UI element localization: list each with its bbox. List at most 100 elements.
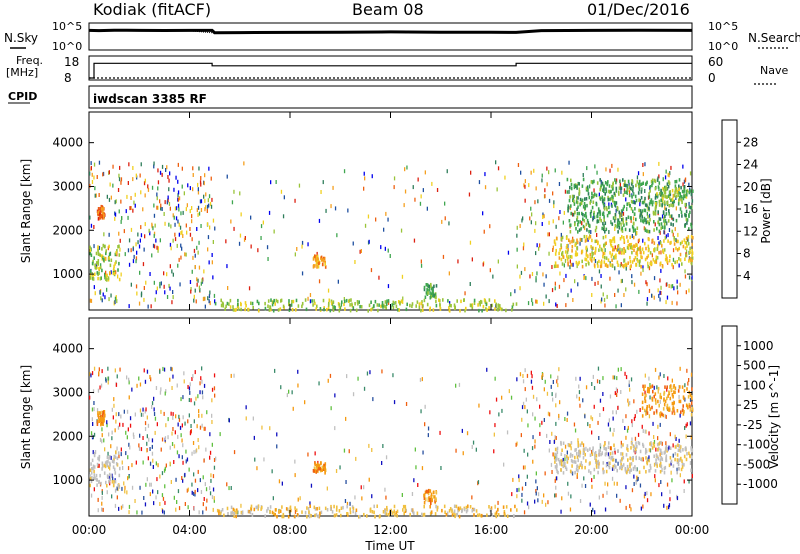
region-6-mark	[578, 211, 580, 216]
scatter-mark	[563, 210, 565, 215]
scatter-mark	[135, 256, 138, 261]
region-0-mark	[113, 467, 116, 472]
scatter-mark	[134, 192, 136, 197]
region-6-mark	[635, 217, 637, 222]
region-5-mark	[660, 464, 663, 469]
scatter-mark	[510, 292, 512, 297]
region-6-mark	[640, 211, 643, 215]
region-5-mark	[597, 465, 600, 469]
scatter-mark	[184, 252, 186, 257]
scatter-mark	[177, 489, 180, 494]
region-5-mark	[600, 452, 602, 457]
scatter-mark	[524, 184, 526, 189]
scatter-mark	[590, 415, 592, 420]
region-5-mark	[584, 257, 586, 261]
region-5-mark	[658, 250, 660, 255]
freq-series-group	[89, 62, 692, 79]
region-5-mark	[571, 255, 573, 259]
scatter-mark	[243, 237, 246, 242]
noise-panel: N.Sky N.Search 10^5 10^0 10^5 10^0	[4, 20, 800, 53]
scatter-mark	[686, 368, 688, 373]
scatter-mark	[364, 223, 367, 228]
scatter-mark	[539, 243, 541, 248]
region-6-mark	[618, 220, 621, 225]
scatter-mark	[149, 272, 151, 276]
scatter-mark	[204, 173, 206, 178]
scatter-mark	[118, 454, 120, 459]
region-2-mark	[240, 510, 243, 515]
region-5-mark	[660, 440, 662, 445]
region-5-mark	[633, 445, 635, 449]
scatter-mark	[620, 222, 622, 227]
scatter-mark	[120, 219, 122, 224]
scatter-mark	[654, 474, 656, 479]
region-6-mark	[686, 218, 689, 222]
scatter-mark	[553, 439, 555, 444]
scatter-mark	[282, 214, 285, 219]
scatter-mark	[678, 438, 680, 443]
region-5-mark	[585, 459, 587, 463]
scatter-mark	[660, 268, 662, 273]
region-6-mark	[651, 384, 654, 388]
scatter-mark	[653, 462, 656, 467]
region-6-mark	[577, 230, 579, 234]
region-6-mark	[609, 210, 611, 215]
region-6-mark	[641, 209, 644, 213]
scatter-mark	[653, 295, 655, 300]
region-2-mark	[406, 302, 408, 307]
scatter-mark	[291, 390, 293, 395]
region-4-mark	[431, 498, 433, 503]
region-2-mark	[435, 303, 438, 308]
region-2-mark	[410, 508, 413, 512]
region-5-mark	[688, 259, 690, 263]
region-5-mark	[622, 236, 625, 240]
scatter-mark	[101, 501, 103, 506]
nsearch-label: N.Search	[748, 31, 800, 45]
region-2-mark	[495, 514, 498, 519]
scatter-mark	[523, 183, 525, 188]
scatter-mark	[120, 414, 122, 419]
scatter-mark	[663, 230, 665, 235]
region-2-mark	[275, 298, 278, 303]
scatter-mark	[118, 177, 121, 182]
scatter-mark	[131, 485, 134, 490]
region-5-mark	[635, 445, 638, 449]
region-5-mark	[623, 258, 626, 262]
cpid-value: iwdscan 3385 RF	[93, 92, 207, 106]
scatter-mark	[155, 386, 158, 390]
scatter-mark	[678, 263, 680, 268]
scatter-mark	[205, 506, 207, 511]
scatter-mark	[153, 231, 156, 236]
scatter-mark	[537, 199, 539, 204]
scatter-mark	[431, 181, 433, 186]
region-2-mark	[463, 298, 465, 302]
scatter-mark	[662, 177, 664, 182]
x-tick-label-3: 12:00	[373, 523, 408, 537]
scatter-mark	[212, 275, 214, 280]
region-6-mark	[670, 384, 672, 388]
region-2-mark	[326, 307, 328, 312]
scatter-mark	[150, 482, 152, 487]
region-5-mark	[603, 260, 606, 264]
scatter-mark	[142, 412, 144, 417]
region-2-mark	[232, 308, 235, 312]
scatter-mark	[475, 447, 477, 452]
region-5-mark	[571, 459, 574, 464]
colorbar-frame	[721, 325, 738, 505]
scatter-mark	[117, 425, 120, 430]
region-7-mark	[674, 190, 676, 195]
region-0-mark	[89, 245, 91, 250]
region-1-mark	[99, 207, 102, 211]
scatter-mark	[568, 160, 570, 165]
region-2-mark	[234, 308, 236, 312]
region-5-mark	[613, 236, 616, 240]
scatter-mark	[671, 410, 673, 415]
scatter-mark	[634, 414, 636, 419]
scatter-mark	[411, 492, 414, 496]
scatter-mark	[128, 474, 130, 479]
region-6-mark	[595, 202, 598, 207]
scatter-mark	[658, 483, 660, 488]
region-2-mark	[236, 510, 238, 514]
region-6-mark	[686, 387, 688, 391]
region-5-mark	[597, 264, 599, 268]
